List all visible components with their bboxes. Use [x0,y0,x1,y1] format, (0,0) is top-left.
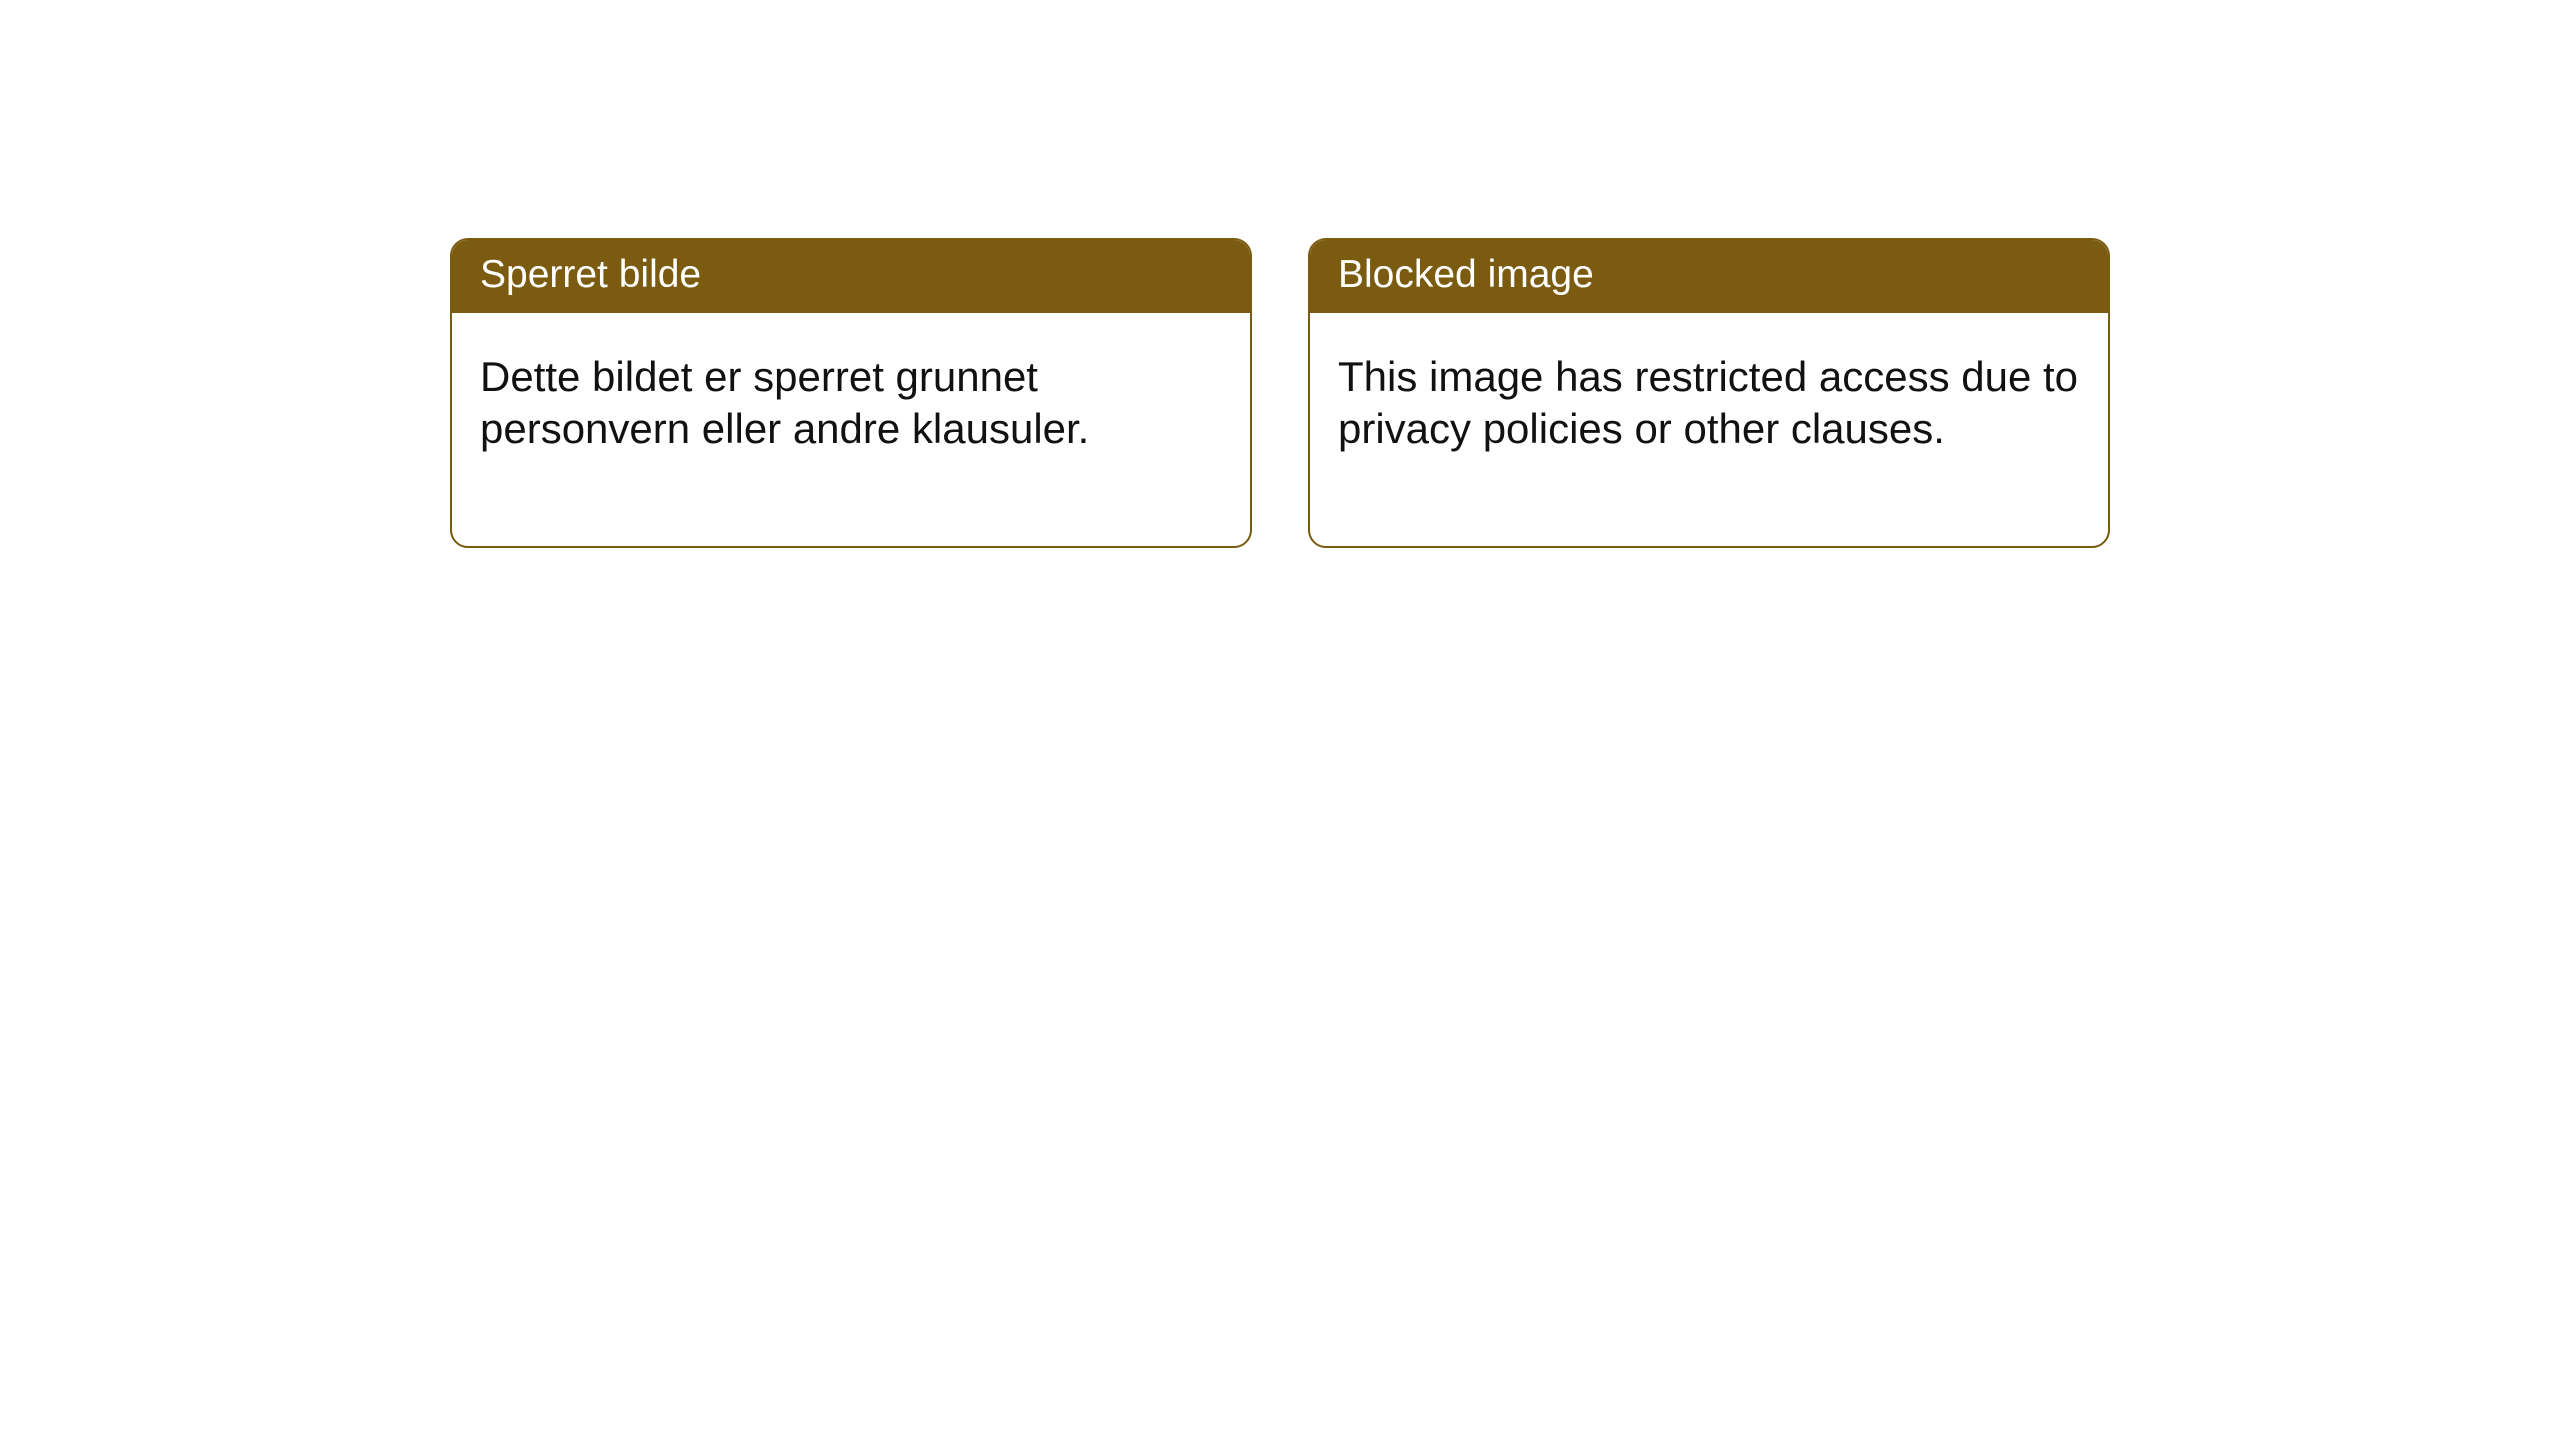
notice-header: Sperret bilde [452,240,1250,313]
notice-header: Blocked image [1310,240,2108,313]
notice-container: Sperret bilde Dette bildet er sperret gr… [450,238,2110,548]
notice-body: Dette bildet er sperret grunnet personve… [452,313,1250,546]
notice-body: This image has restricted access due to … [1310,313,2108,546]
notice-card-norwegian: Sperret bilde Dette bildet er sperret gr… [450,238,1252,548]
notice-card-english: Blocked image This image has restricted … [1308,238,2110,548]
